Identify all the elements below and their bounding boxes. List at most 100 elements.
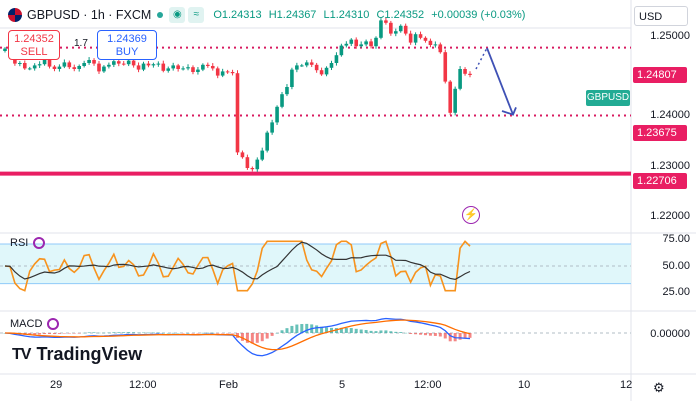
candle-body: [304, 62, 309, 66]
candle-body: [52, 66, 57, 69]
indicator-settings-icon[interactable]: [47, 318, 60, 330]
candle-body: [290, 69, 294, 87]
macd-histogram-bar: [196, 333, 200, 334]
macd-histogram-bar: [82, 332, 86, 334]
buy-button[interactable]: 1.24369 BUY: [97, 30, 157, 60]
candle-body: [235, 73, 240, 153]
currency-selector[interactable]: USD: [634, 6, 688, 26]
candle-body: [260, 150, 265, 160]
candle-body: [141, 63, 146, 70]
candle-body: [97, 63, 101, 72]
price-tick: 1.22000: [650, 210, 690, 222]
gbp-flag-icon: [8, 8, 22, 22]
candle-body: [225, 71, 230, 73]
macd-pane-label[interactable]: MACD: [10, 318, 60, 330]
macd-histogram-bar: [171, 332, 175, 334]
macd-histogram-bar: [295, 324, 299, 333]
time-tick: 10: [518, 379, 531, 391]
macd-histogram-bar: [384, 330, 388, 333]
candle-body: [339, 45, 344, 56]
open-value: O1.24313: [213, 9, 262, 21]
macd-histogram-bar: [250, 333, 254, 344]
macd-histogram-bar: [369, 330, 373, 333]
candle-body: [121, 63, 126, 65]
candle-body: [77, 66, 82, 69]
macd-signal-line: [4, 319, 471, 351]
time-tick: Feb: [219, 379, 238, 391]
macd-histogram-bar: [359, 329, 363, 333]
gear-icon[interactable]: ⚙: [653, 380, 665, 395]
rsi-pane-label[interactable]: RSI: [10, 237, 46, 249]
candle-body: [126, 60, 131, 65]
macd-histogram-bar: [245, 333, 249, 343]
macd-histogram-bar: [414, 333, 418, 335]
macd-histogram-bar: [344, 327, 348, 333]
logo-text: TradingView: [36, 344, 143, 364]
candle-body: [403, 25, 408, 34]
spread-value: 1.7: [74, 38, 88, 49]
candle-body: [453, 88, 457, 113]
macd-histogram-bar: [458, 333, 462, 340]
candle-body: [131, 60, 136, 66]
rsi-band: [0, 244, 631, 284]
event-lightning-icon[interactable]: ⚡: [462, 206, 480, 224]
time-tick: 5: [339, 379, 346, 391]
candle-body: [443, 52, 448, 82]
rsi-ma-line: [4, 241, 471, 281]
wave-icon[interactable]: ≈: [188, 7, 205, 23]
candle-body: [3, 48, 7, 51]
macd-histogram-bar: [438, 333, 442, 337]
candle-body: [314, 64, 319, 71]
time-tick: 12:00: [129, 379, 157, 391]
candle-body: [156, 63, 161, 65]
candle-body: [300, 65, 304, 67]
macd-histogram-bar: [409, 333, 413, 334]
macd-histogram-bar: [132, 332, 136, 333]
candle-body: [57, 66, 62, 69]
macd-histogram-bar: [107, 332, 111, 334]
candle-body: [186, 67, 190, 69]
indicator-settings-icon[interactable]: [33, 237, 46, 249]
macd-histogram-bar: [102, 332, 106, 334]
macd-histogram-bar: [290, 325, 294, 333]
sell-button[interactable]: 1.24352 SELL: [8, 30, 60, 60]
macd-histogram-bar: [315, 325, 319, 333]
symbol-legend: GBPUSD · 1h · FXCM ◉ ≈ O1.24313 H1.24367…: [8, 6, 529, 24]
candle-body: [161, 63, 166, 71]
candle-body: [408, 33, 413, 43]
macd-histogram-bar: [161, 332, 165, 334]
candle-body: [215, 68, 220, 76]
candle-body: [354, 39, 359, 47]
eye-icon[interactable]: ◉: [169, 7, 186, 23]
macd-histogram-bar: [285, 328, 289, 333]
macd-histogram-bar: [87, 332, 91, 333]
macd-histogram-bar: [448, 333, 452, 342]
candle-body: [201, 64, 205, 70]
candle-body: [389, 22, 393, 34]
low-value: L1.24310: [323, 9, 370, 21]
macd-histogram-bar: [394, 331, 398, 333]
candle-body: [210, 66, 215, 69]
symbol-title[interactable]: GBPUSD · 1h · FXCM: [27, 8, 152, 22]
macd-histogram-bar: [325, 327, 329, 333]
level-tag-upper: 1.24807: [633, 67, 687, 83]
close-value: C1.24352: [376, 9, 425, 21]
time-tick: 12: [620, 379, 633, 391]
macd-histogram-bar: [364, 330, 368, 333]
candle-body: [102, 66, 106, 72]
candle-body: [107, 64, 111, 67]
price-tick: 1.23000: [650, 160, 690, 172]
time-tick: 12:00: [414, 379, 442, 391]
candle-body: [176, 65, 180, 69]
candle-body: [240, 152, 245, 158]
candle-body: [324, 67, 329, 75]
projection-arrow-head: [501, 107, 517, 116]
candle-body: [309, 62, 314, 65]
candle-body: [146, 63, 151, 66]
macd-histogram-bar: [275, 332, 279, 334]
candle-body: [344, 43, 349, 46]
macd-histogram-bar: [112, 332, 116, 333]
tradingview-logo[interactable]: TV TradingView: [12, 344, 142, 365]
macd-histogram-bar: [339, 327, 343, 333]
